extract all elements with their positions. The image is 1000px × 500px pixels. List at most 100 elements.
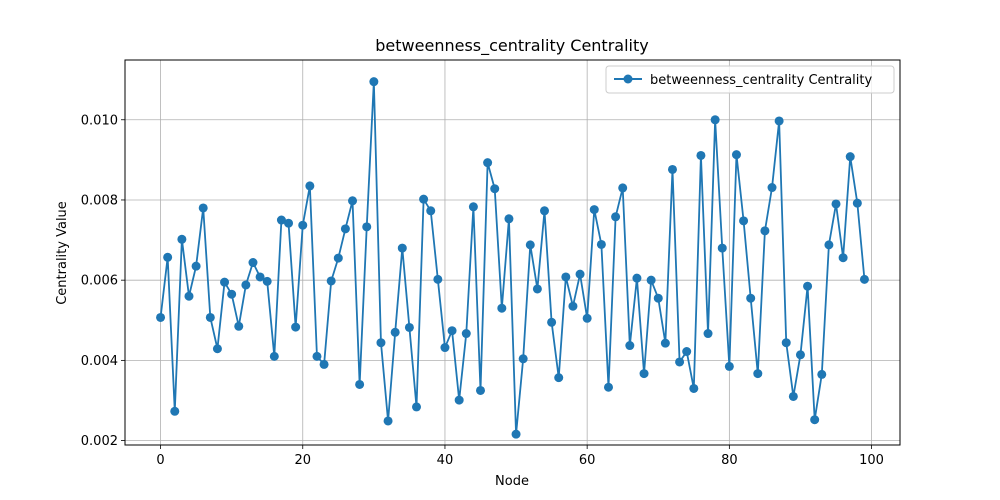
data-point — [540, 206, 549, 216]
data-point — [177, 234, 187, 244]
y-tick-label: 0.006 — [81, 274, 118, 289]
data-point — [404, 322, 414, 332]
plot-area — [125, 60, 900, 445]
data-point — [760, 226, 770, 236]
data-point — [184, 291, 194, 301]
y-tick-label: 0.008 — [81, 193, 118, 208]
data-point — [568, 301, 578, 311]
data-point — [532, 284, 542, 294]
y-tick-label: 0.004 — [81, 354, 118, 369]
data-point — [646, 275, 656, 285]
data-point — [156, 312, 166, 322]
data-point — [198, 203, 208, 213]
data-point — [845, 152, 855, 162]
data-point — [454, 395, 464, 405]
data-point — [511, 429, 521, 439]
data-point — [291, 322, 301, 332]
data-point — [703, 329, 713, 339]
data-point — [412, 402, 422, 412]
data-point — [490, 184, 500, 194]
data-point — [525, 240, 535, 250]
axis-ticks: 0 20 40 60 80 100 0.002 0.004 0.006 0.008 0.010 — [81, 113, 884, 468]
data-point — [483, 158, 493, 168]
data-point — [603, 382, 613, 392]
data-point — [383, 416, 393, 426]
data-point — [269, 351, 279, 361]
data-point — [305, 181, 315, 191]
data-point — [440, 343, 450, 353]
data-point — [326, 276, 336, 286]
legend-label: betweenness_centrality Centrality — [650, 73, 872, 88]
data-point — [739, 216, 749, 226]
x-tick-label: 100 — [859, 453, 884, 468]
x-tick-label: 40 — [437, 453, 454, 468]
x-tick-label: 0 — [156, 453, 164, 468]
data-point — [397, 243, 407, 253]
data-point — [746, 293, 756, 303]
data-point — [333, 253, 343, 263]
data-point — [319, 359, 329, 369]
data-point — [433, 274, 443, 284]
data-point — [682, 347, 692, 357]
data-point — [298, 220, 308, 230]
data-point — [859, 274, 869, 284]
data-point — [419, 194, 429, 204]
data-point — [810, 415, 820, 425]
data-point — [561, 272, 571, 282]
data-point — [191, 261, 201, 271]
data-point — [227, 289, 237, 299]
data-point — [795, 350, 805, 360]
data-point — [611, 212, 621, 222]
data-point — [660, 338, 670, 348]
data-point — [170, 406, 180, 416]
data-point — [710, 115, 720, 125]
data-point — [497, 303, 507, 313]
x-axis-label: Node — [495, 474, 529, 489]
data-point — [355, 379, 365, 389]
data-point — [625, 341, 635, 351]
data-point — [724, 361, 734, 371]
data-point — [312, 351, 322, 361]
y-tick-label: 0.002 — [81, 434, 118, 449]
data-point — [788, 391, 798, 401]
data-point — [276, 215, 286, 225]
x-tick-label: 80 — [721, 453, 738, 468]
data-point — [476, 385, 485, 395]
data-point — [262, 276, 272, 286]
data-point — [774, 116, 784, 126]
data-point — [376, 338, 386, 348]
x-tick-label: 20 — [294, 453, 311, 468]
data-point — [362, 222, 372, 232]
data-point — [696, 150, 706, 160]
data-point — [234, 321, 244, 331]
data-point — [817, 369, 827, 379]
series-line-layer — [159, 80, 866, 436]
data-point — [504, 214, 514, 224]
data-point — [852, 198, 862, 208]
data-point — [582, 313, 592, 323]
data-point — [426, 206, 436, 216]
data-point — [284, 218, 294, 228]
data-point — [653, 293, 663, 303]
x-tick-label: 60 — [579, 453, 596, 468]
data-point — [731, 150, 741, 160]
legend-box — [605, 65, 895, 94]
legend: betweenness_centrality Centrality — [605, 65, 895, 94]
data-point — [220, 277, 230, 287]
data-point — [781, 338, 791, 348]
data-point — [461, 329, 471, 339]
data-point — [348, 196, 358, 206]
data-point — [205, 312, 215, 322]
data-point — [369, 77, 379, 87]
data-point — [554, 373, 564, 383]
data-point — [824, 240, 834, 250]
data-point — [212, 344, 222, 354]
data-point — [518, 354, 528, 364]
data-point — [632, 273, 642, 283]
plot-frame — [124, 59, 901, 446]
data-point — [589, 205, 599, 215]
data-point — [163, 252, 173, 262]
data-point — [241, 280, 251, 290]
data-point — [618, 183, 628, 193]
